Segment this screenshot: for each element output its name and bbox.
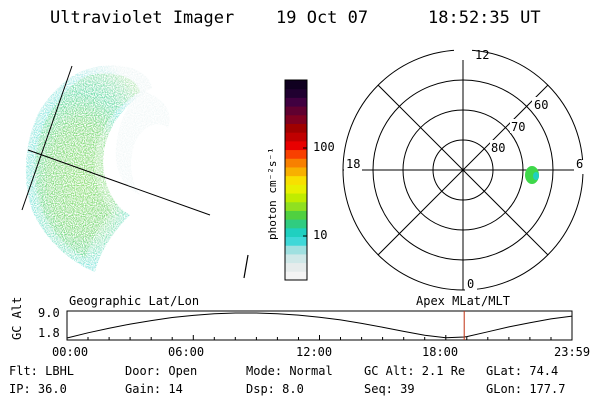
colorbar-segment xyxy=(285,210,307,220)
colorbar-segment xyxy=(285,166,307,177)
colorbar-segment xyxy=(285,245,307,255)
xtick-0600: 06:00 xyxy=(168,345,205,359)
polar-diagonal-2 xyxy=(377,84,549,256)
colorbar-frame xyxy=(284,79,308,281)
mlt-label-0: 0 xyxy=(467,277,474,291)
mlt-label-12: 12 xyxy=(475,48,489,62)
colorbar-segment xyxy=(285,253,307,264)
info-seq: Seq: 39 xyxy=(364,382,415,396)
colorbar-segment xyxy=(285,271,307,281)
colorbar-segment xyxy=(285,201,307,211)
xtick-0000: 00:00 xyxy=(52,345,89,359)
meridian-line xyxy=(21,65,73,211)
colorbar-segment xyxy=(285,97,307,107)
altitude-x-ticks xyxy=(66,335,573,340)
chart-title-left: Geographic Lat/Lon xyxy=(69,294,200,308)
xtick-2359: 23:59 xyxy=(554,345,591,359)
colorbar-label: photon cm⁻²s⁻¹ xyxy=(266,147,279,240)
parallel-line xyxy=(27,149,211,216)
coastline-fragment xyxy=(243,254,249,279)
altitude-series-line xyxy=(66,312,573,339)
colorbar-segment xyxy=(285,219,307,229)
altitude-ylabel: GC Alt xyxy=(10,296,24,340)
info-glat: GLat: 74.4 xyxy=(486,364,559,378)
info-flt: Flt: LBHL xyxy=(9,364,75,378)
colorbar-segment xyxy=(285,193,307,203)
colorbar-segment xyxy=(285,114,307,124)
info-glon: GLon: 177.7 xyxy=(486,382,566,396)
info-mode: Mode: Normal xyxy=(246,364,333,378)
colorbar-segment xyxy=(285,132,307,142)
lat-label-70: 70 xyxy=(511,120,525,134)
time-label: 18:52:35 UT xyxy=(428,8,541,28)
xtick-1200: 12:00 xyxy=(296,345,333,359)
mlt-label-18: 18 xyxy=(346,157,360,171)
colorbar-segment xyxy=(285,236,307,246)
colorbar-segment xyxy=(285,140,307,151)
colorbar-tick-100: 100 xyxy=(313,140,335,154)
auroral-spot-core xyxy=(533,172,539,180)
colorbar-segment xyxy=(285,184,307,194)
colorbar-segment xyxy=(285,80,307,90)
info-gain: Gain: 14 xyxy=(125,382,183,396)
ytick-9: 9.0 xyxy=(38,306,60,320)
colorbar-segment xyxy=(285,106,307,116)
colorbar-segment xyxy=(285,175,307,185)
colorbar-segment xyxy=(285,88,307,98)
colorbar-segment xyxy=(285,149,307,159)
ytick-1-8: 1.8 xyxy=(38,326,60,340)
lat-label-60: 60 xyxy=(534,98,548,112)
mlt-label-6: 6 xyxy=(576,157,583,171)
chart-title-right: Apex MLat/MLT xyxy=(416,294,510,308)
auroral-image xyxy=(21,65,249,279)
xtick-1800: 18:00 xyxy=(422,345,459,359)
info-ip: IP: 36.0 xyxy=(9,382,67,396)
colorbar-segment xyxy=(285,262,307,272)
date-label: 19 Oct 07 xyxy=(276,8,369,28)
polar-plot: 12 6 0 18 80 70 60 xyxy=(342,46,586,292)
colorbar-segment xyxy=(285,158,307,168)
lat-label-80: 80 xyxy=(491,141,505,155)
altitude-chart xyxy=(66,310,573,341)
colorbar-tick-10: 10 xyxy=(313,228,328,242)
info-door: Door: Open xyxy=(125,364,198,378)
info-gcalt: GC Alt: 2.1 Re xyxy=(364,364,466,378)
colorbar-segment xyxy=(285,123,307,133)
colorbar-segment xyxy=(285,227,307,238)
colorbar xyxy=(284,79,308,281)
info-dsp: Dsp: 8.0 xyxy=(246,382,304,396)
instrument-title: Ultraviolet Imager xyxy=(50,8,235,28)
